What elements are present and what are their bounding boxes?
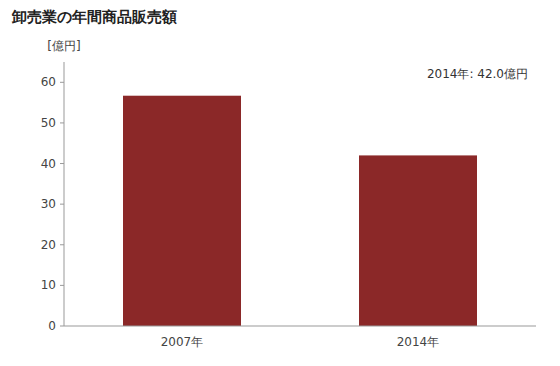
- axis-line: [64, 326, 536, 327]
- tick-label: 2014年: [397, 335, 440, 349]
- tick-label: 30: [41, 197, 56, 211]
- annotation: 2014年: 42.0億円: [427, 67, 528, 81]
- bar: [359, 155, 477, 326]
- tick-mark: [60, 244, 64, 245]
- tick-label: 0: [48, 319, 56, 333]
- tick-mark: [60, 122, 64, 123]
- tick-label: 20: [41, 238, 56, 252]
- title: 卸売業の年間商品販売額: [11, 8, 177, 26]
- y-axis: 0 10 20 30 40 50 60: [41, 62, 64, 333]
- tick-label: 40: [41, 157, 56, 171]
- tick-label: 50: [41, 116, 56, 130]
- tick-mark: [60, 163, 64, 164]
- tick-mark: [60, 285, 64, 286]
- tick-mark: [60, 82, 64, 83]
- x-axis: 2007年 2014年: [64, 326, 536, 349]
- y-axis-label: [億円]: [47, 39, 80, 53]
- tick-label: 60: [41, 75, 56, 89]
- bar: [123, 96, 241, 326]
- tick-label: 10: [41, 278, 56, 292]
- tick-mark: [60, 204, 64, 205]
- chart: 卸売業の年間商品販売額[億円]01020304050602007年2014年20…: [0, 0, 560, 366]
- tick-mark: [60, 326, 64, 327]
- bars: [123, 96, 477, 326]
- axis-line: [64, 62, 65, 326]
- tick-label: 2007年: [161, 335, 204, 349]
